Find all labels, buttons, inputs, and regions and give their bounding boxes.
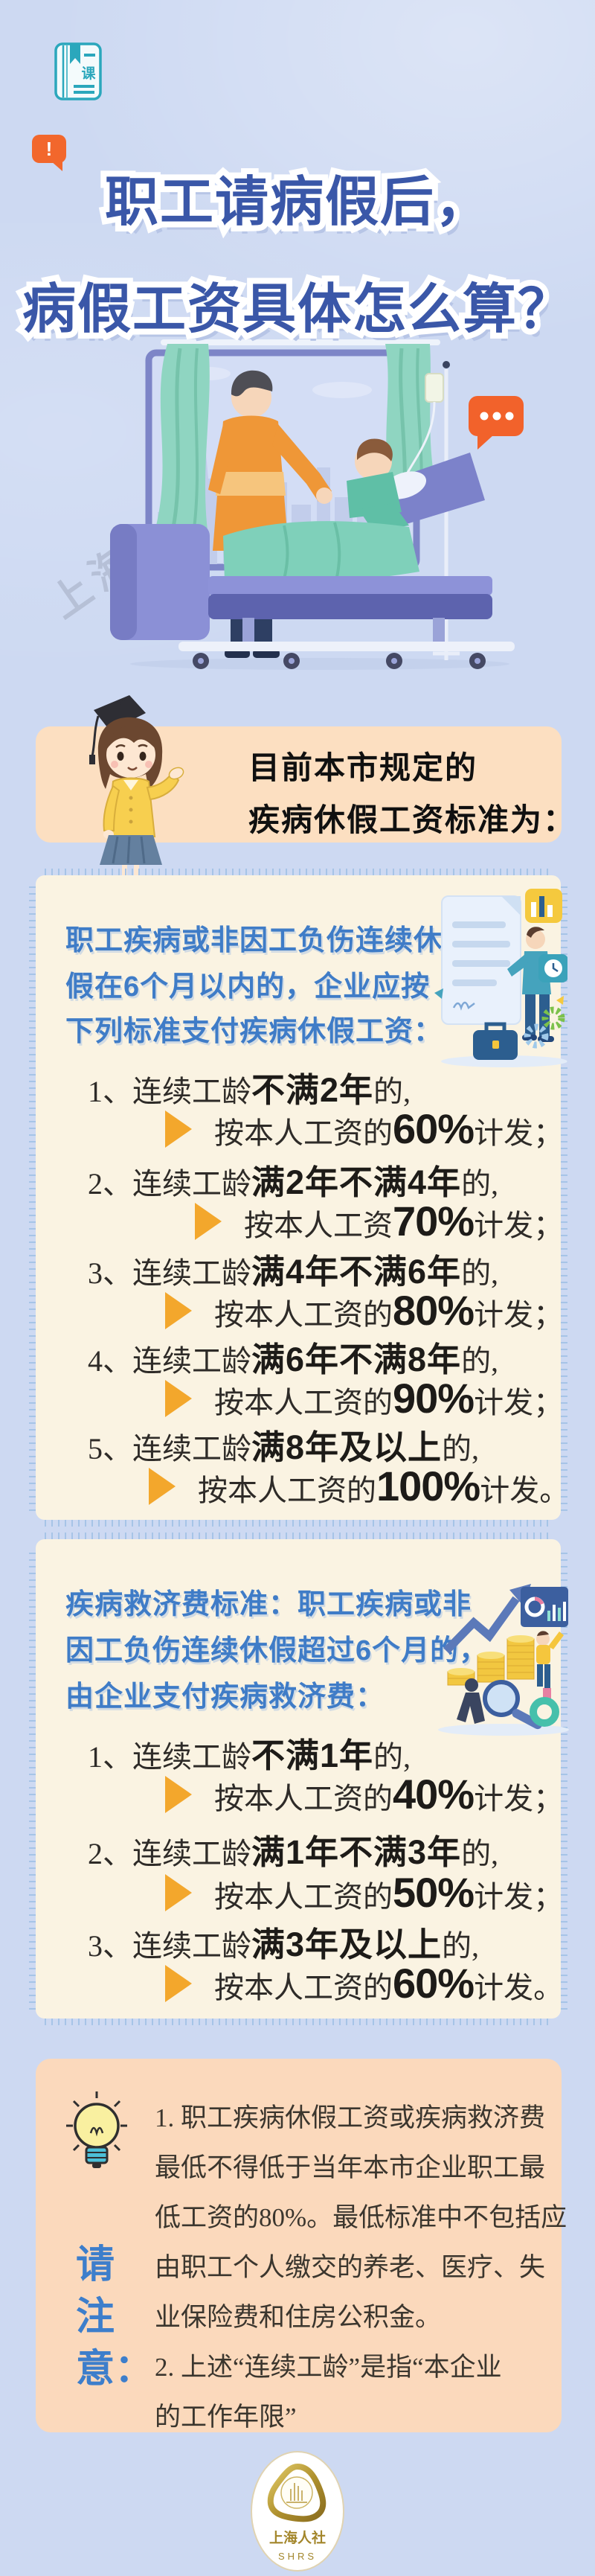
s2-item2-result: 按本人工资的50%计发； xyxy=(165,1868,563,1917)
dashboard-chart-icon xyxy=(521,1587,568,1627)
gear-icon xyxy=(524,1023,549,1049)
arrow-right-icon xyxy=(165,1291,192,1329)
logo-text-en: SHRS xyxy=(278,2551,317,2562)
growth-arrow-icon xyxy=(443,1596,520,1654)
s1-item1: 1、连续工龄不满2年的, xyxy=(88,1071,411,1109)
s1-item1-result: 按本人工资的60%计发； xyxy=(165,1105,563,1153)
s1-item4: 4、连续工龄满6年不满8年的, xyxy=(88,1340,499,1378)
notice-box xyxy=(36,2059,562,2432)
notice-line: 低工资的80%。最低标准中不包括应 xyxy=(155,2203,567,2232)
notice-line: 由职工个人缴交的养老、医疗、失 xyxy=(155,2253,546,2282)
page-title-line1: 职工请病假后， xyxy=(0,158,595,236)
notice-line: 的工作年限” xyxy=(155,2403,297,2432)
presenter-girl-illustration xyxy=(89,695,184,878)
finance-growth-illustration xyxy=(438,1584,569,1736)
coin-stacks-icon xyxy=(447,1635,535,1686)
arrow-right-icon xyxy=(149,1467,176,1505)
clock-badge-icon xyxy=(538,954,567,982)
intro-line1: 目前本市规定的 xyxy=(248,750,478,785)
s2-item1: 1、连续工龄不满1年的, xyxy=(88,1736,411,1774)
s2-item3-result: 按本人工资的60%计发。 xyxy=(165,1959,563,2007)
section1-heading-line1: 职工疾病或非因工负伤连续休 xyxy=(65,925,443,956)
donut-chart-icon xyxy=(530,1688,559,1727)
s1-item3: 3、连续工龄满4年不满6年的, xyxy=(88,1253,499,1291)
hospital-visit-illustration xyxy=(110,339,524,670)
s1-item2-result: 按本人工资70%计发； xyxy=(195,1197,563,1245)
s1-item2: 2、连续工龄满2年不满4年的, xyxy=(88,1163,499,1201)
arrow-right-icon xyxy=(165,1110,192,1148)
logo-text-cn: 上海人社 xyxy=(269,2529,326,2546)
section1-heading-line3: 下列标准支付疾病休假工资： xyxy=(65,1016,443,1047)
section1-heading-line2: 假在6个月以内的，企业应按 xyxy=(65,971,431,1003)
arrow-right-icon xyxy=(195,1202,222,1240)
briefcase-icon xyxy=(473,1022,518,1060)
logo-building xyxy=(286,2483,307,2503)
notice-line: 业保险费和住房公积金。 xyxy=(155,2303,442,2332)
hospital-bed xyxy=(110,438,515,669)
section2-heading-line1: 疾病救济费标准：职工疾病或非 xyxy=(65,1589,472,1620)
blanket xyxy=(223,521,419,584)
speech-bubble-icon xyxy=(469,396,524,450)
logo-emblem xyxy=(267,2463,327,2522)
gear-icon xyxy=(541,1006,565,1030)
arrow-right-icon xyxy=(165,1379,192,1417)
bookmark-ribbon-icon xyxy=(70,44,80,64)
s1-item4-result: 按本人工资的90%计发； xyxy=(165,1374,563,1422)
bar-chart-badge-icon xyxy=(525,889,562,923)
notice-line: 最低不得低于当年本市企业职工最 xyxy=(155,2153,546,2182)
lightbulb-icon xyxy=(66,2091,127,2168)
graduation-cap-icon xyxy=(94,695,146,731)
s2-item2: 2、连续工龄满1年不满3年的, xyxy=(88,1833,499,1871)
document-review-illustration xyxy=(434,889,567,1067)
s1-item3-result: 按本人工资的80%计发； xyxy=(165,1286,563,1335)
shrs-logo: 上海人社 SHRS xyxy=(251,2451,344,2572)
arrow-right-icon xyxy=(165,1873,192,1911)
s1-item5-result: 按本人工资的100%计发。 xyxy=(149,1462,569,1510)
s2-item3: 3、连续工龄满3年及以上的, xyxy=(88,1925,480,1963)
notice-line: 2. 上述“连续工龄”是指“本企业 xyxy=(155,2353,502,2382)
book-character: 课 xyxy=(81,65,96,82)
section2-heading-line2: 因工负伤连续休假超过6个月的， xyxy=(65,1635,489,1666)
arrow-right-icon xyxy=(165,1964,192,2002)
s1-item5: 5、连续工龄满8年及以上的, xyxy=(88,1428,480,1466)
pointing-person xyxy=(536,1631,564,1688)
magnifier-person xyxy=(457,1678,542,1730)
page-title-line2: 病假工资具体怎么算？ xyxy=(0,265,595,343)
arrow-right-icon xyxy=(165,1775,192,1813)
intro-line2: 疾病休假工资标准为： xyxy=(248,802,576,837)
notice-text: 1. 职工疾病休假工资或疾病救济费 最低不得低于当年本市企业职工最 低工资的80… xyxy=(155,2093,567,2442)
s2-item1-result: 按本人工资的40%计发； xyxy=(165,1770,563,1818)
section2-heading-line3: 由企业支付疾病救济费： xyxy=(65,1681,385,1713)
notice-line: 1. 职工疾病休假工资或疾病救济费 xyxy=(155,2103,546,2132)
lesson-book-icon: 课 xyxy=(54,42,102,100)
notice-label: 请 注 意： xyxy=(76,2243,154,2391)
magnifier-icon xyxy=(483,1680,520,1717)
